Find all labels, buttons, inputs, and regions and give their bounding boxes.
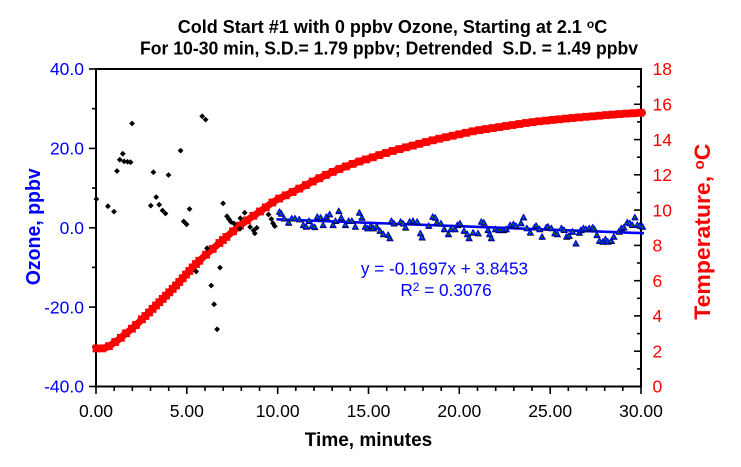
svg-text:4: 4 [653,306,663,326]
svg-text:6: 6 [653,271,663,291]
svg-text:8: 8 [653,236,663,256]
svg-text:16: 16 [653,94,672,114]
svg-text:Time, minutes: Time, minutes [305,430,432,451]
svg-text:Cold Start #1 with 0 ppbv Ozon: Cold Start #1 with 0 ppbv Ozone, Startin… [178,17,607,37]
svg-text:40.0: 40.0 [50,59,84,79]
svg-text:12: 12 [653,165,672,185]
svg-text:5.00: 5.00 [170,401,204,421]
svg-text:-40.0: -40.0 [44,377,84,397]
svg-text:10.00: 10.00 [256,401,300,421]
svg-text:For 10-30 min, S.D.= 1.79 ppbv: For 10-30 min, S.D.= 1.79 ppbv; Detrende… [140,39,638,59]
svg-text:-20.0: -20.0 [44,297,84,317]
svg-text:2: 2 [653,341,663,361]
svg-text:R2 = 0.3076: R2 = 0.3076 [400,280,491,300]
svg-text:30.00: 30.00 [619,401,663,421]
svg-text:Ozone, ppbv: Ozone, ppbv [23,167,45,285]
svg-text:20.00: 20.00 [437,401,481,421]
svg-text:20.0: 20.0 [50,139,84,159]
svg-text:25.00: 25.00 [528,401,572,421]
svg-text:0.0: 0.0 [60,218,85,238]
svg-text:0.00: 0.00 [79,401,113,421]
svg-text:Temperature, oC: Temperature, oC [690,144,715,320]
svg-text:15.00: 15.00 [347,401,391,421]
svg-text:0: 0 [653,377,663,397]
svg-text:18: 18 [653,59,672,79]
svg-text:y = -0.1697x + 3.8453: y = -0.1697x + 3.8453 [361,259,528,279]
svg-text:14: 14 [653,130,673,150]
svg-text:10: 10 [653,200,673,220]
